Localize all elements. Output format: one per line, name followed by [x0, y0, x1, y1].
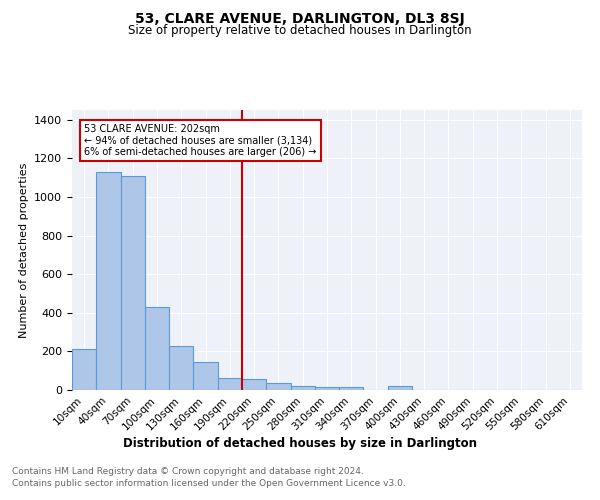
Bar: [145, 307, 169, 390]
Bar: [72, 350, 96, 390]
Bar: [290, 386, 315, 390]
Bar: [96, 172, 121, 390]
Bar: [242, 380, 266, 390]
Bar: [266, 383, 290, 390]
Bar: [121, 176, 145, 390]
Bar: [193, 362, 218, 390]
Text: Size of property relative to detached houses in Darlington: Size of property relative to detached ho…: [128, 24, 472, 37]
Bar: [315, 387, 339, 390]
Bar: [218, 378, 242, 390]
Text: 53 CLARE AVENUE: 202sqm
← 94% of detached houses are smaller (3,134)
6% of semi-: 53 CLARE AVENUE: 202sqm ← 94% of detache…: [85, 124, 317, 156]
Text: 53, CLARE AVENUE, DARLINGTON, DL3 8SJ: 53, CLARE AVENUE, DARLINGTON, DL3 8SJ: [135, 12, 465, 26]
Bar: [169, 346, 193, 390]
Bar: [339, 387, 364, 390]
Text: Contains public sector information licensed under the Open Government Licence v3: Contains public sector information licen…: [12, 479, 406, 488]
Text: Distribution of detached houses by size in Darlington: Distribution of detached houses by size …: [123, 438, 477, 450]
Bar: [388, 386, 412, 390]
Y-axis label: Number of detached properties: Number of detached properties: [19, 162, 29, 338]
Text: Contains HM Land Registry data © Crown copyright and database right 2024.: Contains HM Land Registry data © Crown c…: [12, 468, 364, 476]
